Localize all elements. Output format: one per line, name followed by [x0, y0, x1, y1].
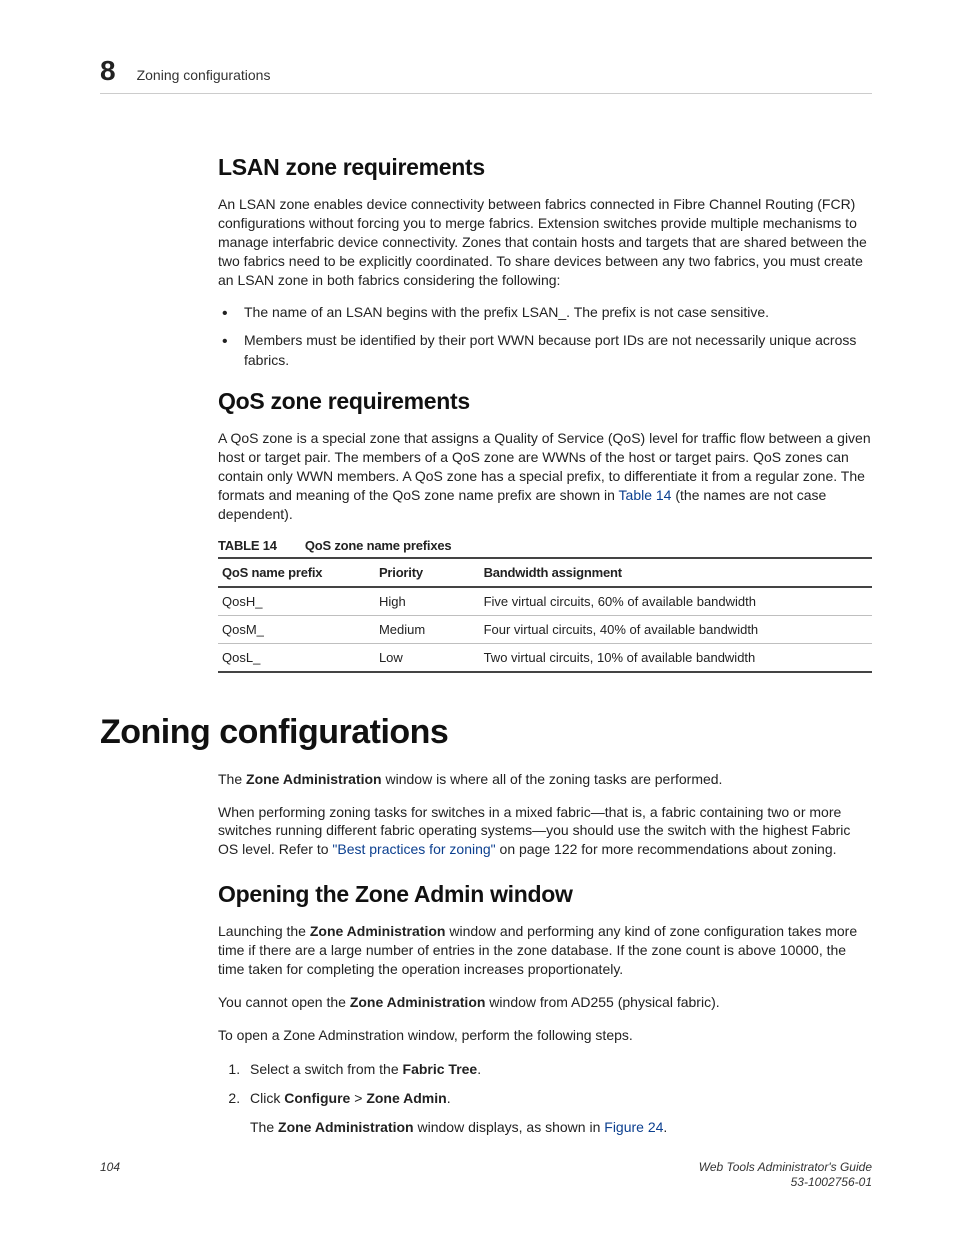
zoning-p1: The Zone Administration window is where … — [218, 770, 872, 789]
text: on page 122 for more recommendations abo… — [496, 841, 837, 857]
content: LSAN zone requirements An LSAN zone enab… — [218, 154, 872, 673]
best-practices-xref[interactable]: "Best practices for zoning" — [332, 841, 495, 857]
openadmin-p3: To open a Zone Adminstration window, per… — [218, 1026, 872, 1045]
text: Click — [250, 1090, 284, 1106]
openadmin-steps: Select a switch from the Fabric Tree. Cl… — [218, 1059, 872, 1138]
bold-text: Zone Administration — [246, 771, 382, 787]
cell: Low — [375, 643, 480, 672]
table-row: QosH_ High Five virtual circuits, 60% of… — [218, 587, 872, 616]
footer-title: Web Tools Administrator's Guide — [699, 1160, 872, 1176]
cell: Five virtual circuits, 60% of available … — [480, 587, 872, 616]
text: Select a switch from the — [250, 1061, 403, 1077]
col-header: QoS name prefix — [218, 558, 375, 587]
lsan-heading: LSAN zone requirements — [218, 154, 872, 181]
figure-xref[interactable]: Figure 24 — [604, 1119, 663, 1135]
text: . — [663, 1119, 667, 1135]
openadmin-p1: Launching the Zone Administration window… — [218, 922, 872, 979]
text: window is where all of the zoning tasks … — [382, 771, 723, 787]
page-number: 104 — [100, 1160, 120, 1191]
table-xref[interactable]: Table 14 — [619, 487, 672, 503]
table-title: QoS zone name prefixes — [305, 538, 452, 553]
col-header: Bandwidth assignment — [480, 558, 872, 587]
lsan-bullets: The name of an LSAN begins with the pref… — [218, 303, 872, 370]
text: > — [350, 1090, 366, 1106]
text: . — [447, 1090, 451, 1106]
bold-text: Configure — [284, 1090, 350, 1106]
list-item: The name of an LSAN begins with the pref… — [244, 303, 872, 323]
text: Launching the — [218, 923, 310, 939]
text: You cannot open the — [218, 994, 350, 1010]
cell: QosM_ — [218, 615, 375, 643]
openadmin-p2: You cannot open the Zone Administration … — [218, 993, 872, 1012]
chapter-title: Zoning configurations — [137, 67, 271, 83]
step-2: Click Configure > Zone Admin. The Zone A… — [244, 1088, 872, 1138]
text: window from AD255 (physical fabric). — [485, 994, 719, 1010]
chapter-number: 8 — [100, 55, 115, 87]
footer-docnum: 53-1002756-01 — [699, 1175, 872, 1191]
text: . — [477, 1061, 481, 1077]
page-footer: 104 Web Tools Administrator's Guide 53-1… — [100, 1160, 872, 1191]
step-1: Select a switch from the Fabric Tree. — [244, 1059, 872, 1080]
zoning-heading: Zoning configurations — [100, 713, 872, 752]
col-header: Priority — [375, 558, 480, 587]
text: The — [250, 1119, 278, 1135]
table-caption: TABLE 14 QoS zone name prefixes — [218, 538, 872, 553]
text: The — [218, 771, 246, 787]
openadmin-heading: Opening the Zone Admin window — [218, 881, 872, 908]
bold-text: Zone Admin — [366, 1090, 446, 1106]
list-item: Members must be identified by their port… — [244, 331, 872, 370]
cell: QosL_ — [218, 643, 375, 672]
bold-text: Zone Administration — [278, 1119, 414, 1135]
cell: Two virtual circuits, 10% of available b… — [480, 643, 872, 672]
qos-heading: QoS zone requirements — [218, 388, 872, 415]
table-label: TABLE 14 — [218, 538, 277, 553]
cell: QosH_ — [218, 587, 375, 616]
table-row: QosM_ Medium Four virtual circuits, 40% … — [218, 615, 872, 643]
lsan-paragraph: An LSAN zone enables device connectivity… — [218, 195, 872, 289]
footer-doc-info: Web Tools Administrator's Guide 53-10027… — [699, 1160, 872, 1191]
zoning-content: The Zone Administration window is where … — [218, 770, 872, 1138]
zoning-p2: When performing zoning tasks for switche… — [218, 803, 872, 860]
table-row: QosL_ Low Two virtual circuits, 10% of a… — [218, 643, 872, 672]
text: window displays, as shown in — [414, 1119, 605, 1135]
qos-paragraph: A QoS zone is a special zone that assign… — [218, 429, 872, 523]
table-header-row: QoS name prefix Priority Bandwidth assig… — [218, 558, 872, 587]
cell: Four virtual circuits, 40% of available … — [480, 615, 872, 643]
bold-text: Zone Administration — [310, 923, 446, 939]
qos-table: QoS name prefix Priority Bandwidth assig… — [218, 557, 872, 673]
bold-text: Zone Administration — [350, 994, 486, 1010]
running-header: 8 Zoning configurations — [100, 55, 872, 94]
cell: High — [375, 587, 480, 616]
step-2-substep: The Zone Administration window displays,… — [250, 1117, 872, 1138]
bold-text: Fabric Tree — [403, 1061, 478, 1077]
cell: Medium — [375, 615, 480, 643]
